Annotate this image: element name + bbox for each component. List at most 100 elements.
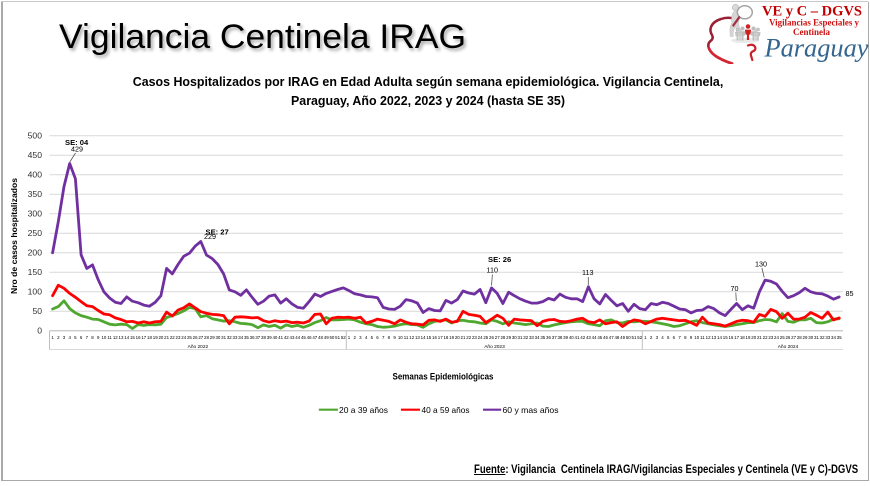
svg-text:20: 20 [751,335,756,340]
svg-text:10: 10 [101,335,106,340]
svg-text:24: 24 [774,335,779,340]
svg-text:8: 8 [388,335,391,340]
svg-text:Año 2022: Año 2022 [188,344,209,350]
svg-text:33: 33 [529,335,534,340]
svg-text:45: 45 [301,335,306,340]
svg-text:SE: 26: SE: 26 [488,255,511,264]
svg-text:35: 35 [540,335,545,340]
svg-text:32: 32 [523,335,528,340]
svg-text:23: 23 [176,335,181,340]
svg-text:113: 113 [582,268,593,277]
svg-text:30: 30 [808,335,813,340]
svg-text:29: 29 [210,335,215,340]
svg-text:19: 19 [153,335,158,340]
svg-text:1: 1 [348,335,351,340]
svg-text:36: 36 [546,335,551,340]
svg-text:27: 27 [198,335,203,340]
svg-text:26: 26 [785,335,790,340]
svg-text:26: 26 [489,335,494,340]
svg-text:11: 11 [404,335,409,340]
svg-text:52: 52 [341,335,346,340]
svg-text:27: 27 [495,335,500,340]
svg-text:15: 15 [723,335,728,340]
svg-text:50: 50 [329,335,334,340]
svg-text:5: 5 [371,335,374,340]
svg-text:20: 20 [455,335,460,340]
svg-text:50: 50 [626,335,631,340]
svg-text:350: 350 [28,189,43,199]
svg-text:41: 41 [575,335,580,340]
svg-text:43: 43 [290,335,295,340]
svg-text:33: 33 [233,335,238,340]
svg-text:39: 39 [267,335,272,340]
svg-text:85: 85 [846,289,854,298]
svg-text:8: 8 [91,335,94,340]
svg-text:SE: 04: SE: 04 [65,138,89,147]
svg-text:Paraguay: Paraguay [763,34,868,63]
svg-text:12: 12 [113,335,118,340]
svg-text:47: 47 [312,335,317,340]
svg-text:17: 17 [141,335,146,340]
svg-text:34: 34 [238,335,243,340]
svg-text:29: 29 [506,335,511,340]
svg-text:42: 42 [580,335,585,340]
svg-text:Año 2023: Año 2023 [484,344,505,350]
svg-text:200: 200 [28,248,43,258]
svg-text:5: 5 [74,335,77,340]
svg-text:60 y mas años: 60 y mas años [503,405,559,415]
svg-text:16: 16 [136,335,141,340]
svg-text:37: 37 [552,335,557,340]
svg-text:31: 31 [814,335,819,340]
svg-text:7: 7 [382,335,385,340]
svg-text:19: 19 [746,335,751,340]
svg-text:15: 15 [130,335,135,340]
svg-text:Vigilancias Especiales y: Vigilancias Especiales y [769,17,859,27]
svg-text:14: 14 [124,335,129,340]
svg-text:17: 17 [734,335,739,340]
svg-text:450: 450 [28,150,43,160]
svg-text:500: 500 [28,131,43,141]
svg-text:429: 429 [71,145,83,154]
svg-text:36: 36 [250,335,255,340]
svg-text:35: 35 [244,335,249,340]
svg-text:32: 32 [820,335,825,340]
svg-text:49: 49 [324,335,329,340]
svg-text:13: 13 [711,335,716,340]
svg-text:10: 10 [694,335,699,340]
svg-text:21: 21 [757,335,762,340]
svg-text:18: 18 [147,335,152,340]
svg-text:28: 28 [500,335,505,340]
svg-text:6: 6 [80,335,83,340]
svg-text:22: 22 [466,335,471,340]
svg-text:400: 400 [28,170,43,180]
svg-text:28: 28 [204,335,209,340]
svg-text:24: 24 [478,335,483,340]
svg-text:49: 49 [620,335,625,340]
svg-text:30: 30 [215,335,220,340]
svg-text:1: 1 [51,335,54,340]
svg-text:48: 48 [614,335,619,340]
svg-text:46: 46 [307,335,312,340]
svg-text:31: 31 [221,335,226,340]
svg-text:9: 9 [393,335,396,340]
svg-text:9: 9 [690,335,693,340]
svg-text:40: 40 [272,335,277,340]
svg-text:34: 34 [535,335,540,340]
svg-text:31: 31 [518,335,523,340]
svg-text:300: 300 [28,209,43,219]
svg-text:16: 16 [728,335,733,340]
svg-text:3: 3 [359,335,362,340]
svg-text:44: 44 [295,335,300,340]
svg-text:25: 25 [187,335,192,340]
svg-text:37: 37 [255,335,260,340]
svg-text:19: 19 [449,335,454,340]
svg-text:250: 250 [28,228,43,238]
svg-text:Año 2024: Año 2024 [778,344,799,350]
svg-text:11: 11 [107,335,112,340]
svg-text:7: 7 [86,335,89,340]
svg-text:42: 42 [284,335,289,340]
svg-text:12: 12 [706,335,711,340]
svg-text:21: 21 [461,335,466,340]
svg-text:33: 33 [825,335,830,340]
svg-text:38: 38 [557,335,562,340]
